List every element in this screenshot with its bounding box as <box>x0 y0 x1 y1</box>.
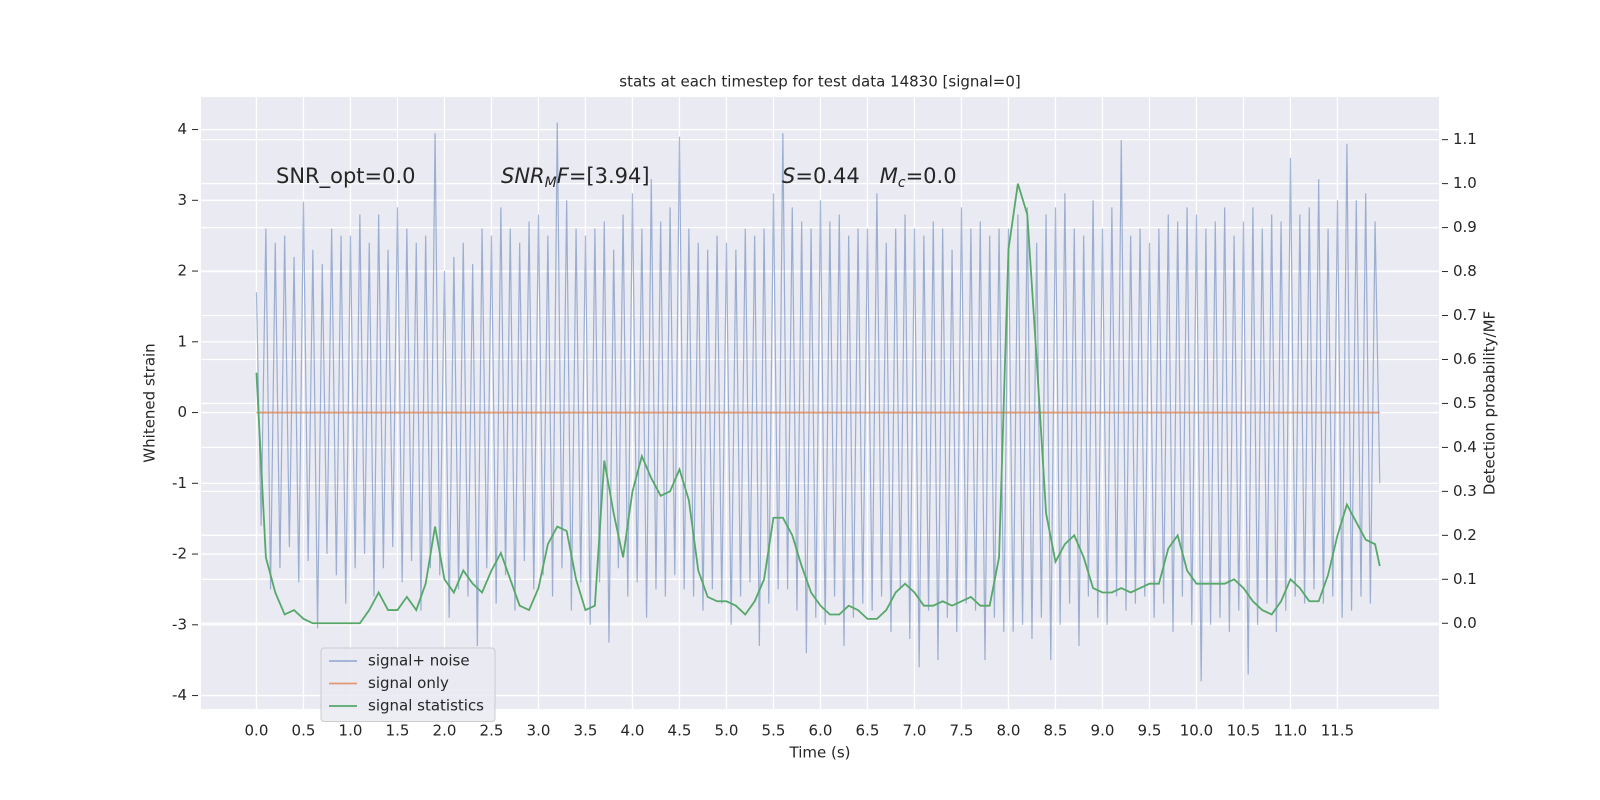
x-tick-label: 1.5 <box>386 722 410 740</box>
x-tick-label: 11.0 <box>1274 722 1307 740</box>
y-tick-label: -2 <box>172 545 187 563</box>
y-tick-label: -4 <box>172 686 187 704</box>
annotation-part: S <box>782 164 795 188</box>
annotation-part: SNR_opt=0.0 <box>276 164 416 189</box>
annotation-part: =[3.94] <box>569 164 650 188</box>
x-tick-label: 9.0 <box>1091 722 1115 740</box>
y2-tick-label: 0.0 <box>1453 614 1477 632</box>
y2-tick-label: 1.1 <box>1453 130 1477 148</box>
x-tick-label: 5.5 <box>762 722 786 740</box>
x-tick-label: 2.0 <box>433 722 457 740</box>
y2-tick-label: 1.0 <box>1453 174 1477 192</box>
y-tick-label: 1 <box>177 332 187 350</box>
legend-label: signal+ noise <box>368 652 470 670</box>
series-line <box>255 183 1381 625</box>
x-tick-label: 6.5 <box>856 722 880 740</box>
legend-label: signal only <box>368 674 449 692</box>
y2-tick-label: 0.5 <box>1453 394 1477 412</box>
annotation-part: c <box>898 175 906 191</box>
legend-label: signal statistics <box>368 697 484 715</box>
annotation-part: M <box>880 164 898 188</box>
annotation-part: =0.0 <box>906 164 957 188</box>
x-tick-label: 8.0 <box>997 722 1021 740</box>
x-tick-label: 3.5 <box>574 722 598 740</box>
annotation-part: M <box>545 175 557 191</box>
x-tick-label: 7.0 <box>903 722 927 740</box>
x-tick-label: 8.5 <box>1044 722 1068 740</box>
y2-tick-label: 0.3 <box>1453 482 1477 500</box>
x-tick-label: 4.0 <box>621 722 645 740</box>
y2-tick-label: 0.6 <box>1453 350 1477 368</box>
y2-tick-label: 0.8 <box>1453 262 1477 280</box>
x-tick-label: 5.0 <box>715 722 739 740</box>
x-axis-label: Time (s) <box>789 744 851 762</box>
y-tick-label: 0 <box>177 403 187 421</box>
annotation-part: SNR <box>501 164 545 188</box>
x-tick-label: 10.0 <box>1180 722 1213 740</box>
y-tick-label: 3 <box>177 191 187 209</box>
x-tick-label: 3.0 <box>527 722 551 740</box>
x-tick-label: 0.5 <box>292 722 316 740</box>
y-tick-label: -3 <box>172 615 187 633</box>
y2-axis-label: Detection probability/MF <box>1481 311 1499 495</box>
annotation-part: =0.44 <box>795 164 879 188</box>
y-tick-label: 2 <box>177 262 187 280</box>
annotation: SNR_opt=0.0 <box>276 164 416 189</box>
annotation: SNRMF=[3.94] <box>501 164 650 191</box>
legend-box <box>320 647 496 722</box>
y2-tick-label: 0.4 <box>1453 438 1477 456</box>
y-axis-label: Whitened strain <box>141 343 159 462</box>
y2-tick-label: 0.1 <box>1453 570 1477 588</box>
annotation: S=0.44 Mc=0.0 <box>782 164 957 191</box>
x-tick-label: 6.0 <box>809 722 833 740</box>
y-tick-label: -1 <box>172 474 187 492</box>
annotation-part: F <box>557 164 570 188</box>
chart-title: stats at each timestep for test data 148… <box>619 73 1020 91</box>
x-tick-label: 1.0 <box>339 722 363 740</box>
x-tick-label: 0.0 <box>245 722 269 740</box>
y-tick-label: 4 <box>177 120 187 138</box>
x-tick-label: 9.5 <box>1138 722 1162 740</box>
y2-tick-label: 0.9 <box>1453 218 1477 236</box>
x-tick-label: 7.5 <box>950 722 974 740</box>
y2-tick-label: 0.7 <box>1453 306 1477 324</box>
y2-tick-label: 0.2 <box>1453 526 1477 544</box>
x-tick-label: 2.5 <box>480 722 504 740</box>
x-tick-label: 11.5 <box>1321 722 1354 740</box>
x-tick-label: 4.5 <box>668 722 692 740</box>
series-line <box>255 122 1381 682</box>
x-tick-label: 10.5 <box>1227 722 1260 740</box>
